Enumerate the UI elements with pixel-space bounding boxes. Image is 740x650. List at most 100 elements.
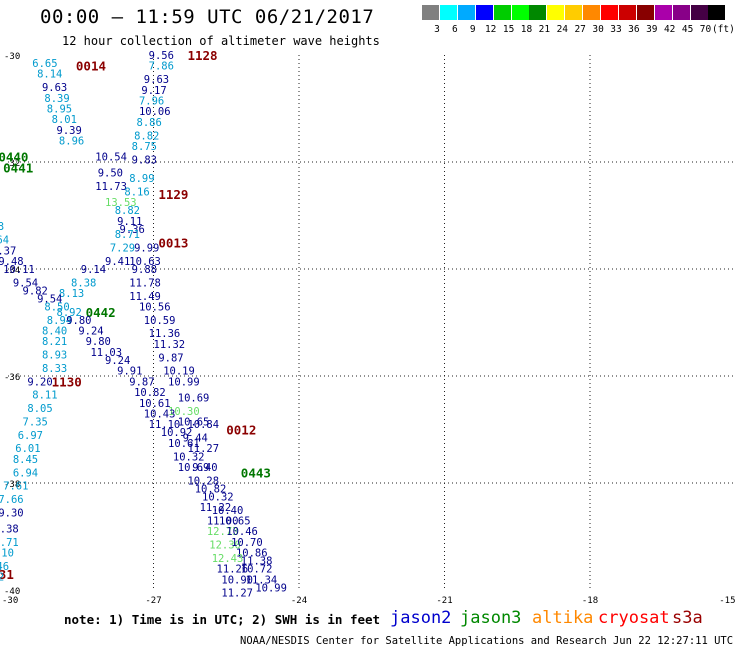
wave-height-value: 9.88 [132,264,157,276]
wave-height-value: 11.26 [217,564,249,576]
color-swatch [583,5,601,20]
wave-height-value: 10.70 [231,537,263,549]
track-time-label: 0440 [0,150,28,165]
wave-height-value: 10.32 [202,491,234,503]
wave-height-value: 10.59 [144,315,176,327]
color-swatch [708,5,726,20]
wave-height-value: 10.61 [139,398,171,410]
wave-height-value: 9.63 [144,74,169,86]
wave-height-value: 6.65 [32,58,57,70]
wave-height-value: 11.78 [129,277,161,289]
color-legend-label: 27 [574,24,586,35]
wave-height-value: 11.03 [90,347,122,359]
color-legend-label: 70 [699,24,712,35]
color-swatch [636,5,654,20]
wave-height-value: 8.39 [44,93,69,105]
wave-height-value: 8.75 [132,141,157,153]
wave-height-value: 10.46 [226,526,258,538]
satellite-legend-jason2: jason2 [390,608,452,628]
wave-height-value: 11.49 [129,291,161,303]
color-legend-label: 33 [610,24,622,35]
wave-height-value: 8.13 [59,288,84,300]
wave-height-value: 9.24 [78,326,103,338]
wave-height-value: 7.96 [139,95,164,107]
color-swatch [565,5,583,20]
wave-height-value: 9.39 [57,125,82,137]
wave-height-value: 10.72 [241,564,273,576]
color-swatch [457,5,475,20]
wave-height-value: 6.94 [13,467,38,479]
color-legend-label: 42 [663,24,676,35]
wave-height-value: 9.36 [120,224,145,236]
color-swatch [618,5,636,20]
wave-height-value: 12.30 [209,540,241,552]
wave-height-value: 11.38 [241,556,273,568]
wave-height-value: 8.45 [13,454,38,466]
lat-tick-label: -32 [4,159,20,169]
wave-height-value: 10.99 [168,376,200,388]
wave-height-value: 9.44 [183,433,208,445]
color-swatch [511,5,529,20]
wave-height-value: 10.40 [212,505,244,517]
wave-height-value: 8.99 [129,173,154,185]
color-legend-label: 9 [469,24,476,35]
color-swatch [529,5,547,20]
track-time-label: 0012 [226,423,256,438]
wave-height-value: 7.71 [0,537,19,549]
color-legend-label: (ft) [711,24,735,35]
wave-height-value: 9.48 [0,256,24,268]
wave-height-value: 10.65 [219,515,251,527]
wave-height-value: 8.16 [124,186,149,198]
lat-tick-label: -34 [4,266,20,276]
wave-height-value: 8.63 [0,221,4,233]
wave-height-value: 11.36 [149,328,181,340]
satellite-legend-s3a: s3a [672,608,703,628]
wave-height-value: 10.06 [139,106,171,118]
wave-height-value: 11.27 [221,588,253,600]
wave-height-value: 6.01 [15,443,40,455]
wave-height-value: 8.10 [0,548,14,560]
wave-height-value: 10.84 [187,419,219,431]
wave-height-value: 9.87 [129,376,154,388]
lon-tick-label: -30 [2,596,18,606]
wave-height-value: 8.05 [27,403,52,415]
wave-height-value: 11.10 [149,419,181,431]
lon-tick-label: -18 [582,596,598,606]
wave-height-value: 12.73 [207,526,239,538]
wave-height-value: 8.96 [59,136,84,148]
wave-height-value: 10.99 [255,582,287,594]
wave-height-value: 8.40 [42,326,67,338]
wave-height-value: 9.37 [0,245,16,257]
wave-height-value: 9.30 [0,507,24,519]
wave-height-value: 10.28 [187,475,219,487]
wave-height-value: 9.54 [37,293,62,305]
wave-height-value: 9.14 [81,264,106,276]
track-time-label: 0014 [76,59,106,74]
wave-height-value: 8.82 [134,130,159,142]
color-legend-label: 39 [646,24,658,35]
color-swatch [654,5,672,20]
wave-height-value: 8.82 [115,205,140,217]
note-text: note: 1) Time is in UTC; 2) SWH is in fe… [64,612,381,627]
wave-height-value: 8.94 [47,315,72,327]
wave-height-value: 10.63 [129,256,161,268]
wave-height-value: 10.11 [3,264,35,276]
wave-height-value: 10.65 [178,416,210,428]
wave-height-value: 9.80 [86,336,111,348]
wave-height-value: 8.01 [52,114,77,126]
wave-height-value: 10.69 [178,462,210,474]
color-legend-label: 45 [681,24,694,35]
track-time-label: 1131 [0,567,14,582]
lon-tick-label: -21 [436,596,452,606]
track-time-label: 1128 [187,48,217,63]
wave-height-value: 12.43 [212,553,244,565]
wave-height-value: 9.24 [105,355,130,367]
wave-height-value: 8.14 [37,69,62,81]
wave-height-value: 11.00 [207,515,239,527]
wave-height-value: 8.71 [115,229,140,241]
wave-height-value: 8.11 [32,390,57,402]
satellite-legend-cryosat: cryosat [598,608,670,628]
wave-height-value: 8.38 [71,277,96,289]
wave-height-value: 10.56 [139,301,171,313]
